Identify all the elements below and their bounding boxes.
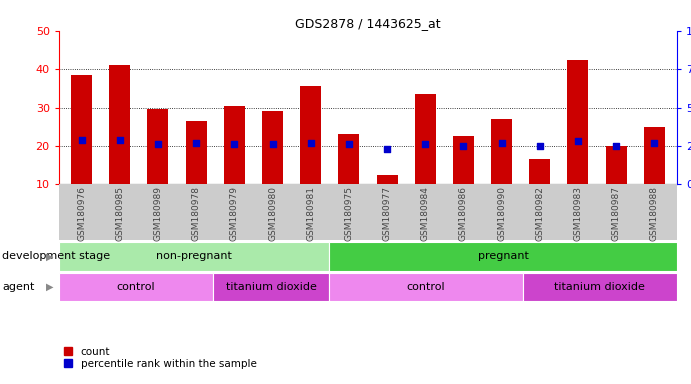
Bar	[214, 273, 330, 301]
Text: control: control	[117, 282, 155, 292]
Bar	[147, 109, 169, 184]
Text: control: control	[406, 282, 445, 292]
Bar	[415, 94, 436, 184]
Text: non-pregnant: non-pregnant	[156, 251, 232, 262]
Bar	[262, 111, 283, 184]
Bar	[339, 134, 359, 184]
Bar	[59, 273, 214, 301]
Bar	[71, 75, 92, 184]
Bar	[224, 106, 245, 184]
Bar	[186, 121, 207, 184]
Bar	[59, 242, 330, 271]
Point	[153, 141, 164, 147]
Point	[191, 140, 202, 146]
Point	[114, 137, 125, 143]
Point	[458, 143, 469, 149]
Bar	[453, 136, 474, 184]
Point	[305, 140, 316, 146]
Bar	[300, 86, 321, 184]
Bar	[109, 65, 131, 184]
Point	[496, 140, 507, 146]
Point	[419, 141, 430, 147]
Bar	[491, 119, 512, 184]
Text: agent: agent	[2, 282, 35, 292]
Bar	[330, 242, 677, 271]
Text: ▶: ▶	[46, 282, 53, 292]
Point	[76, 137, 87, 143]
Point	[649, 140, 660, 146]
Text: titanium dioxide: titanium dioxide	[226, 282, 316, 292]
Point	[611, 143, 622, 149]
Point	[381, 146, 392, 152]
Text: pregnant: pregnant	[477, 251, 529, 262]
Bar	[644, 127, 665, 184]
Bar	[605, 146, 627, 184]
Text: ▶: ▶	[46, 251, 53, 262]
Legend: count, percentile rank within the sample: count, percentile rank within the sample	[64, 347, 256, 369]
Point	[572, 138, 583, 144]
Bar	[529, 159, 550, 184]
Text: development stage: development stage	[2, 251, 110, 262]
Text: titanium dioxide: titanium dioxide	[554, 282, 645, 292]
Point	[267, 141, 278, 147]
Bar	[522, 273, 677, 301]
Point	[229, 141, 240, 147]
Point	[534, 143, 545, 149]
Bar	[377, 175, 397, 184]
Title: GDS2878 / 1443625_at: GDS2878 / 1443625_at	[295, 17, 441, 30]
Bar	[567, 60, 589, 184]
Point	[343, 141, 354, 147]
Bar	[330, 273, 522, 301]
